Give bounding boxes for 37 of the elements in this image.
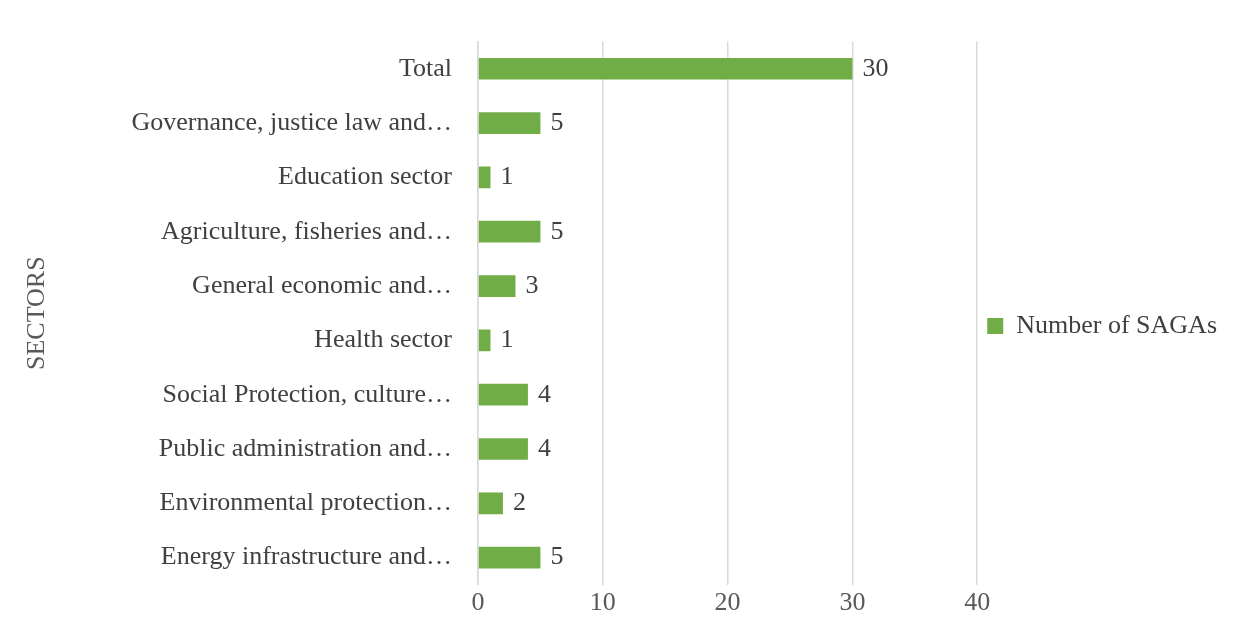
y-tick-label: Social Protection, culture… xyxy=(162,378,452,408)
y-tick-label: Energy infrastructure and… xyxy=(160,541,452,571)
x-tick-label: 40 xyxy=(964,587,991,617)
bar xyxy=(478,112,541,134)
y-tick-label: Public administration and… xyxy=(158,432,452,462)
data-label: 30 xyxy=(862,52,889,82)
legend-label: Number of SAGAs xyxy=(1016,309,1217,339)
data-label: 1 xyxy=(500,324,514,354)
bar xyxy=(478,329,491,352)
y-tick-label: Health sector xyxy=(314,324,453,354)
bar xyxy=(478,438,528,460)
y-tick-label: Agriculture, fisheries and… xyxy=(161,215,452,245)
y-axis-title: SECTORS xyxy=(21,256,51,371)
data-label: 5 xyxy=(550,106,564,136)
bar xyxy=(478,220,541,243)
y-tick-label: Environmental protection… xyxy=(159,487,452,517)
data-label: 3 xyxy=(525,269,539,299)
x-tick-label: 10 xyxy=(589,587,616,617)
x-tick-label: 0 xyxy=(471,587,485,617)
y-tick-label: Total xyxy=(398,52,452,82)
data-label: 4 xyxy=(537,378,551,408)
y-tick-label: Education sector xyxy=(278,161,453,191)
x-tick-label: 20 xyxy=(714,587,741,617)
data-label: 4 xyxy=(537,432,551,462)
data-label: 5 xyxy=(550,215,564,245)
bar xyxy=(478,57,853,80)
bar xyxy=(478,546,541,569)
y-tick-label: Governance, justice law and… xyxy=(131,106,452,136)
data-label: 5 xyxy=(550,541,564,571)
data-label: 2 xyxy=(512,487,526,517)
data-label: 1 xyxy=(500,161,514,191)
bar xyxy=(478,166,491,189)
y-tick-label: General economic and… xyxy=(192,269,452,299)
bar xyxy=(478,492,503,515)
x-tick-label: 30 xyxy=(839,587,866,617)
bar xyxy=(478,275,516,297)
bar xyxy=(478,383,528,406)
